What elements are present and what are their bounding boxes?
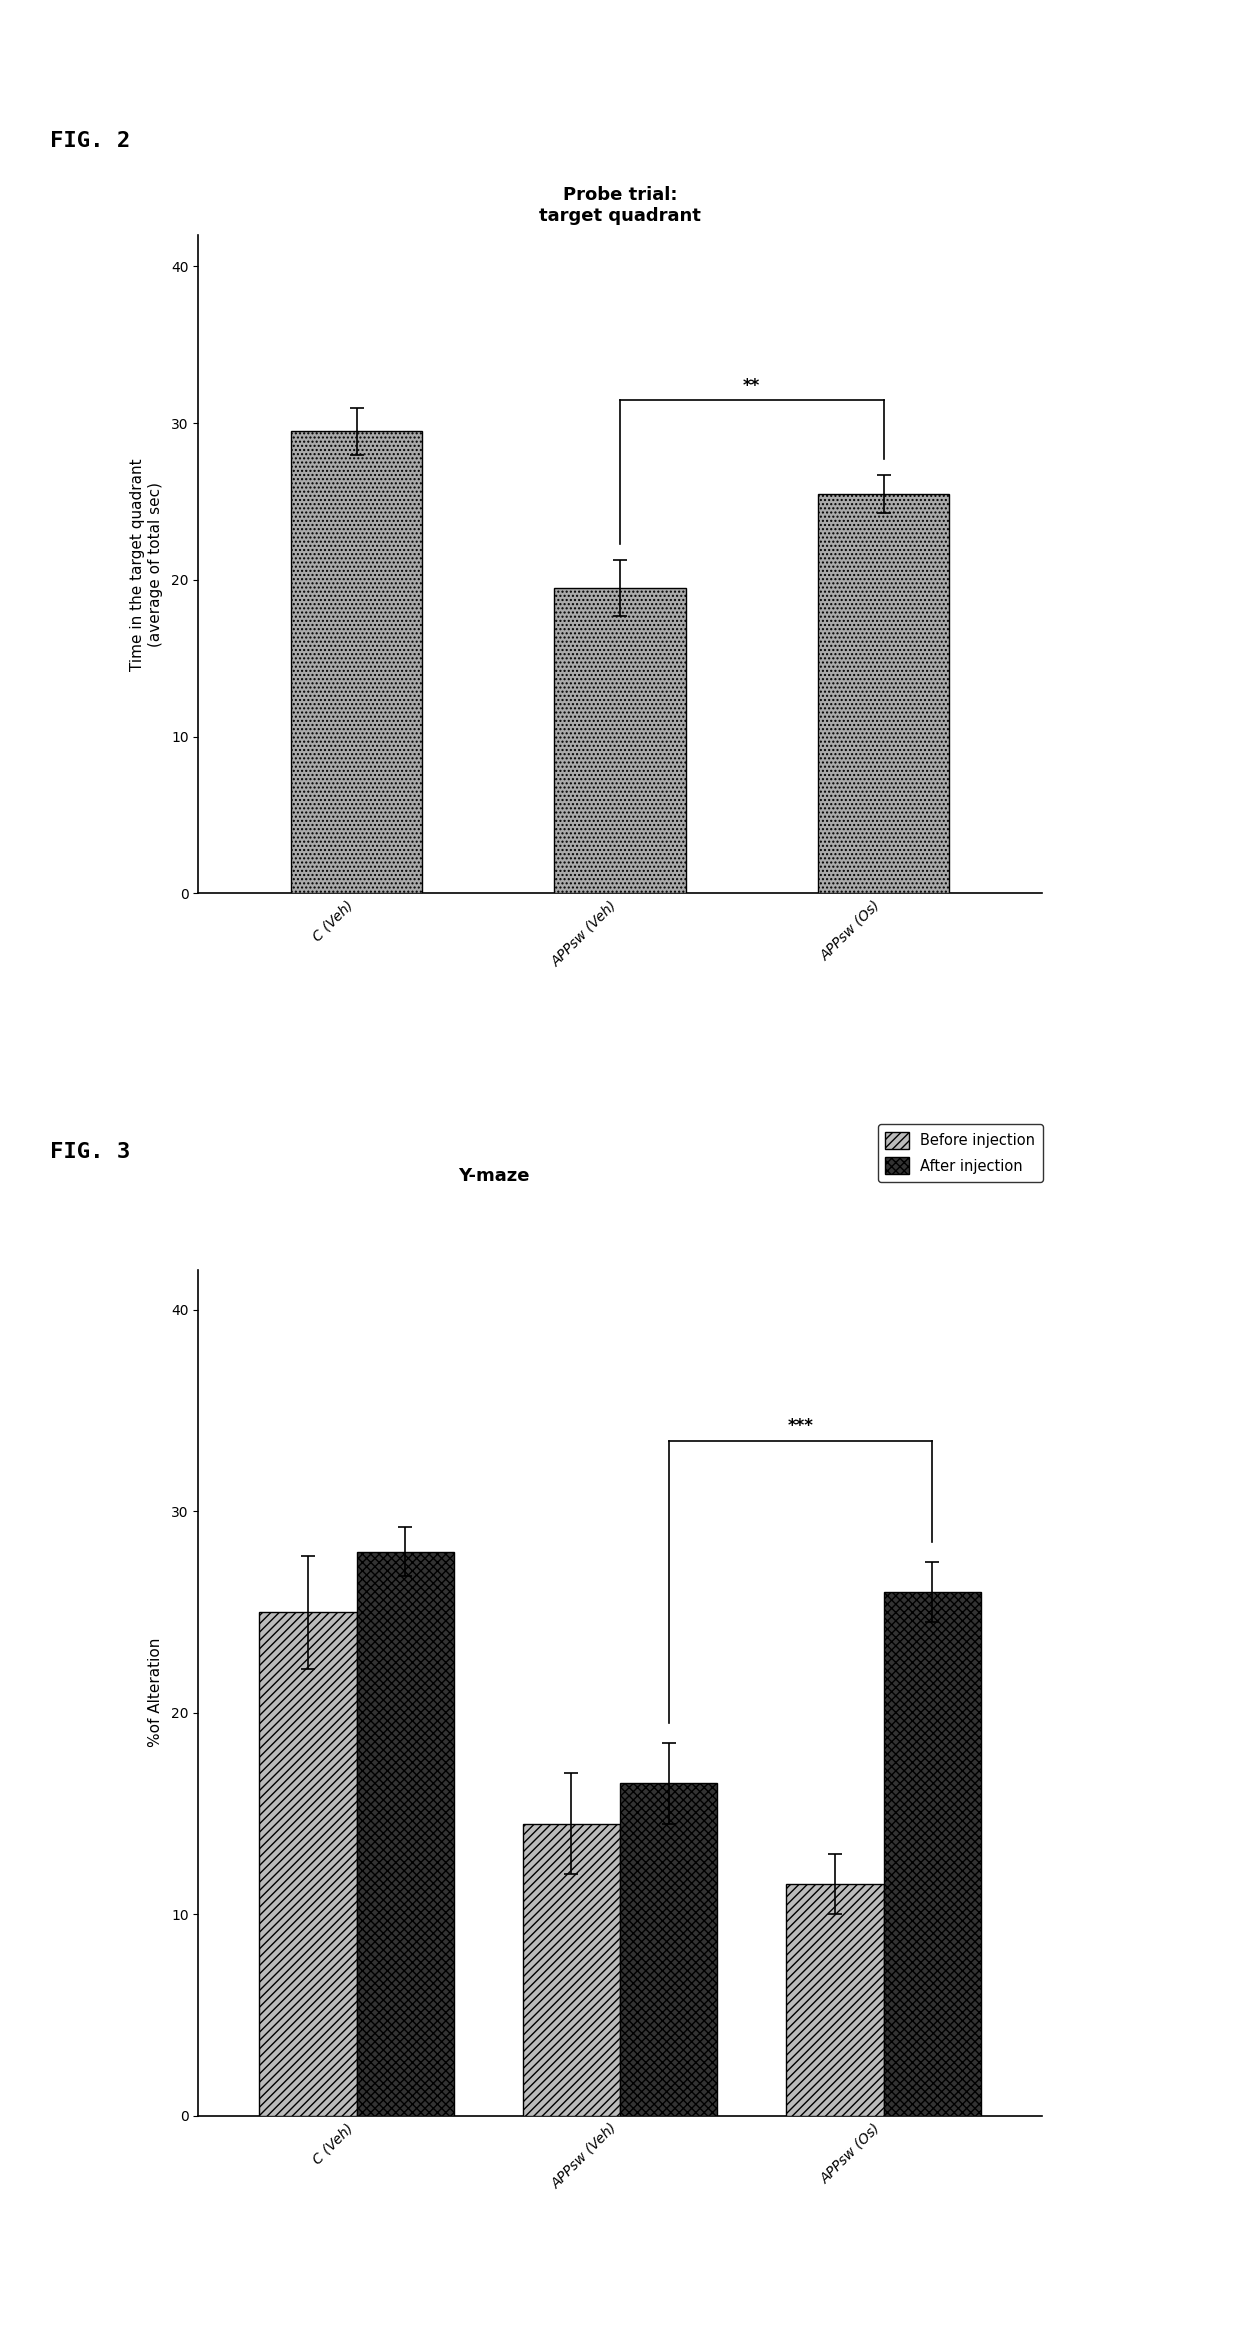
Bar (357, 1552, 454, 2116)
Text: **: ** (743, 376, 760, 395)
Bar (290, 430, 423, 893)
Bar (884, 1592, 981, 2116)
Bar (620, 1784, 718, 2116)
Text: ***: *** (787, 1418, 813, 1434)
Bar (259, 1613, 357, 2116)
Bar (786, 1883, 884, 2116)
Text: FIG. 3: FIG. 3 (50, 1143, 130, 1161)
Y-axis label: %of Alteration: %of Alteration (148, 1639, 162, 1747)
Text: FIG. 2: FIG. 2 (50, 132, 130, 150)
Y-axis label: Time in the target quadrant
(average of total sec): Time in the target quadrant (average of … (130, 458, 162, 670)
Bar (554, 588, 686, 893)
Bar (817, 494, 950, 893)
Text: Y-maze: Y-maze (458, 1166, 529, 1185)
Title: Probe trial:
target quadrant: Probe trial: target quadrant (539, 186, 701, 226)
Bar (522, 1824, 620, 2116)
Legend: Before injection, After injection: Before injection, After injection (878, 1124, 1043, 1183)
